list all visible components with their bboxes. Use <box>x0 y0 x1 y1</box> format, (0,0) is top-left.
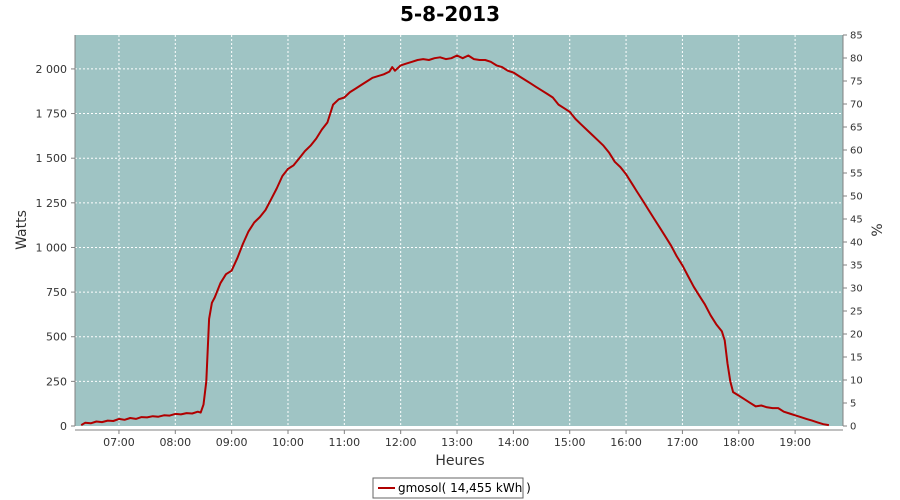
y2-tick-label-9: 45 <box>850 215 863 226</box>
series-group <box>80 54 830 427</box>
legend-box <box>372 477 524 499</box>
x-tick-label-7: 14:00 <box>498 436 530 449</box>
y2-tick-label-14: 70 <box>850 100 863 111</box>
plot-area <box>75 35 843 426</box>
x-tick-label-5: 12:00 <box>385 436 417 449</box>
y2-tick-label-3: 15 <box>850 353 863 364</box>
x-tick-label-8: 15:00 <box>554 436 586 449</box>
x-tick-label-1: 08:00 <box>159 436 191 449</box>
axes <box>74 35 844 431</box>
y2-tick-label-6: 30 <box>850 284 863 295</box>
y2-tick-label-4: 20 <box>850 330 863 341</box>
y-tick-label-0: 0 <box>60 420 67 433</box>
y-tick-label-5: 1 250 <box>36 197 68 210</box>
y-tick-label-7: 1 750 <box>36 108 68 121</box>
x-tick-label-10: 17:00 <box>667 436 699 449</box>
y2-tick-label-5: 25 <box>850 307 863 318</box>
x-tick-label-0: 07:00 <box>103 436 135 449</box>
x-tick-label-9: 16:00 <box>610 436 642 449</box>
y-axis-label: Watts <box>14 210 30 250</box>
x-axis-label: Heures <box>435 453 484 469</box>
y2-tick-label-15: 75 <box>850 77 863 88</box>
y-tick-label-6: 1 500 <box>36 152 68 165</box>
y2-tick-label-1: 5 <box>850 399 856 410</box>
x-tick-label-11: 18:00 <box>723 436 755 449</box>
x-tick-label-2: 09:00 <box>216 436 248 449</box>
y2-tick-label-11: 55 <box>850 169 863 180</box>
chart-title: 5-8-2013 <box>400 2 500 26</box>
y2-tick-label-8: 40 <box>850 238 863 249</box>
y2-tick-label-12: 60 <box>850 146 863 157</box>
y2-tick-label-10: 50 <box>850 192 863 203</box>
y-axis-ticks: 0 250 500 750 1 000 1 250 1 500 1 750 2 000 <box>36 63 75 433</box>
grid-lines <box>75 35 843 426</box>
y2-tick-label-17: 85 <box>850 31 863 42</box>
y-tick-label-1: 250 <box>46 375 67 388</box>
y2-tick-label-16: 80 <box>850 54 863 65</box>
y2-axis-label: % <box>870 223 886 236</box>
x-tick-label-6: 13:00 <box>441 436 473 449</box>
y-tick-label-8: 2 000 <box>36 63 68 76</box>
legend: gmosol( 14,455 kWh ) <box>372 477 531 499</box>
series-line-0 <box>80 54 830 427</box>
legend-entry: gmosol( 14,455 kWh ) <box>398 481 531 495</box>
y2-axis-ticks: 0 5 10 15 20 25 30 35 40 45 50 55 60 65 70 75 80 85 <box>843 31 863 433</box>
y-tick-label-3: 750 <box>46 286 67 299</box>
y2-tick-label-7: 35 <box>850 261 863 272</box>
x-tick-label-4: 11:00 <box>328 436 360 449</box>
x-tick-label-12: 19:00 <box>779 436 811 449</box>
y2-tick-label-13: 65 <box>850 123 863 134</box>
y-tick-label-2: 500 <box>46 331 67 344</box>
x-tick-label-3: 10:00 <box>272 436 304 449</box>
y2-tick-label-2: 10 <box>850 376 863 387</box>
y-tick-label-4: 1 000 <box>36 241 68 254</box>
y2-tick-label-0: 0 <box>850 422 856 433</box>
x-axis-ticks: 07:00 08:00 09:00 10:00 11:00 12:00 13:00 14:00… <box>103 430 811 449</box>
